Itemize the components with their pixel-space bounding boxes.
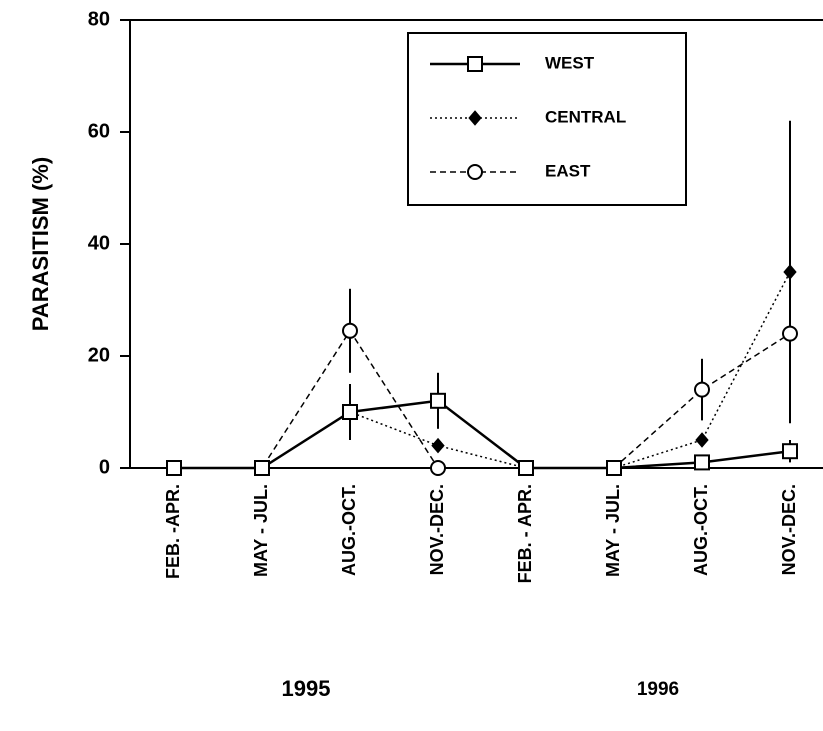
x-tick-label: FEB. - APR. <box>515 484 535 583</box>
x-tick-label: NOV.-DEC. <box>427 484 447 575</box>
marker <box>782 325 798 342</box>
marker <box>342 322 358 339</box>
marker <box>518 460 534 476</box>
x-tick-label: NOV.-DEC. <box>779 484 799 575</box>
marker <box>694 454 710 471</box>
marker <box>694 381 710 398</box>
marker <box>783 264 797 280</box>
marker <box>467 56 483 72</box>
marker <box>342 404 358 420</box>
y-tick-label: 80 <box>88 8 110 30</box>
legend-box <box>407 32 687 206</box>
x-tick-label: MAY - JUL. <box>251 484 271 577</box>
marker <box>695 432 709 448</box>
marker <box>467 164 483 180</box>
x-tick-label: AUG.-OCT. <box>339 484 359 576</box>
marker <box>430 460 446 476</box>
marker <box>166 460 182 476</box>
marker <box>782 443 798 460</box>
legend-label: EAST <box>545 161 591 180</box>
marker <box>468 110 482 126</box>
marker <box>431 437 445 454</box>
y-tick-label: 0 <box>99 456 110 478</box>
marker <box>254 460 270 476</box>
year-label: 1995 <box>282 676 331 701</box>
y-tick-label: 20 <box>88 344 110 366</box>
y-tick-label: 40 <box>88 232 110 254</box>
series-line <box>174 399 791 470</box>
x-tick-label: AUG.-OCT. <box>691 484 711 576</box>
series-line <box>174 329 791 469</box>
marker <box>430 392 446 409</box>
y-tick-label: 60 <box>88 120 110 142</box>
x-tick-label: MAY - JUL. <box>603 484 623 577</box>
year-label: 1996 <box>637 679 679 700</box>
y-axis-label: PARASITISM (%) <box>28 157 53 331</box>
legend-label: CENTRAL <box>545 107 626 126</box>
x-tick-label: FEB. -APR. <box>163 484 183 579</box>
legend-label: WEST <box>545 53 595 72</box>
marker <box>606 460 622 476</box>
